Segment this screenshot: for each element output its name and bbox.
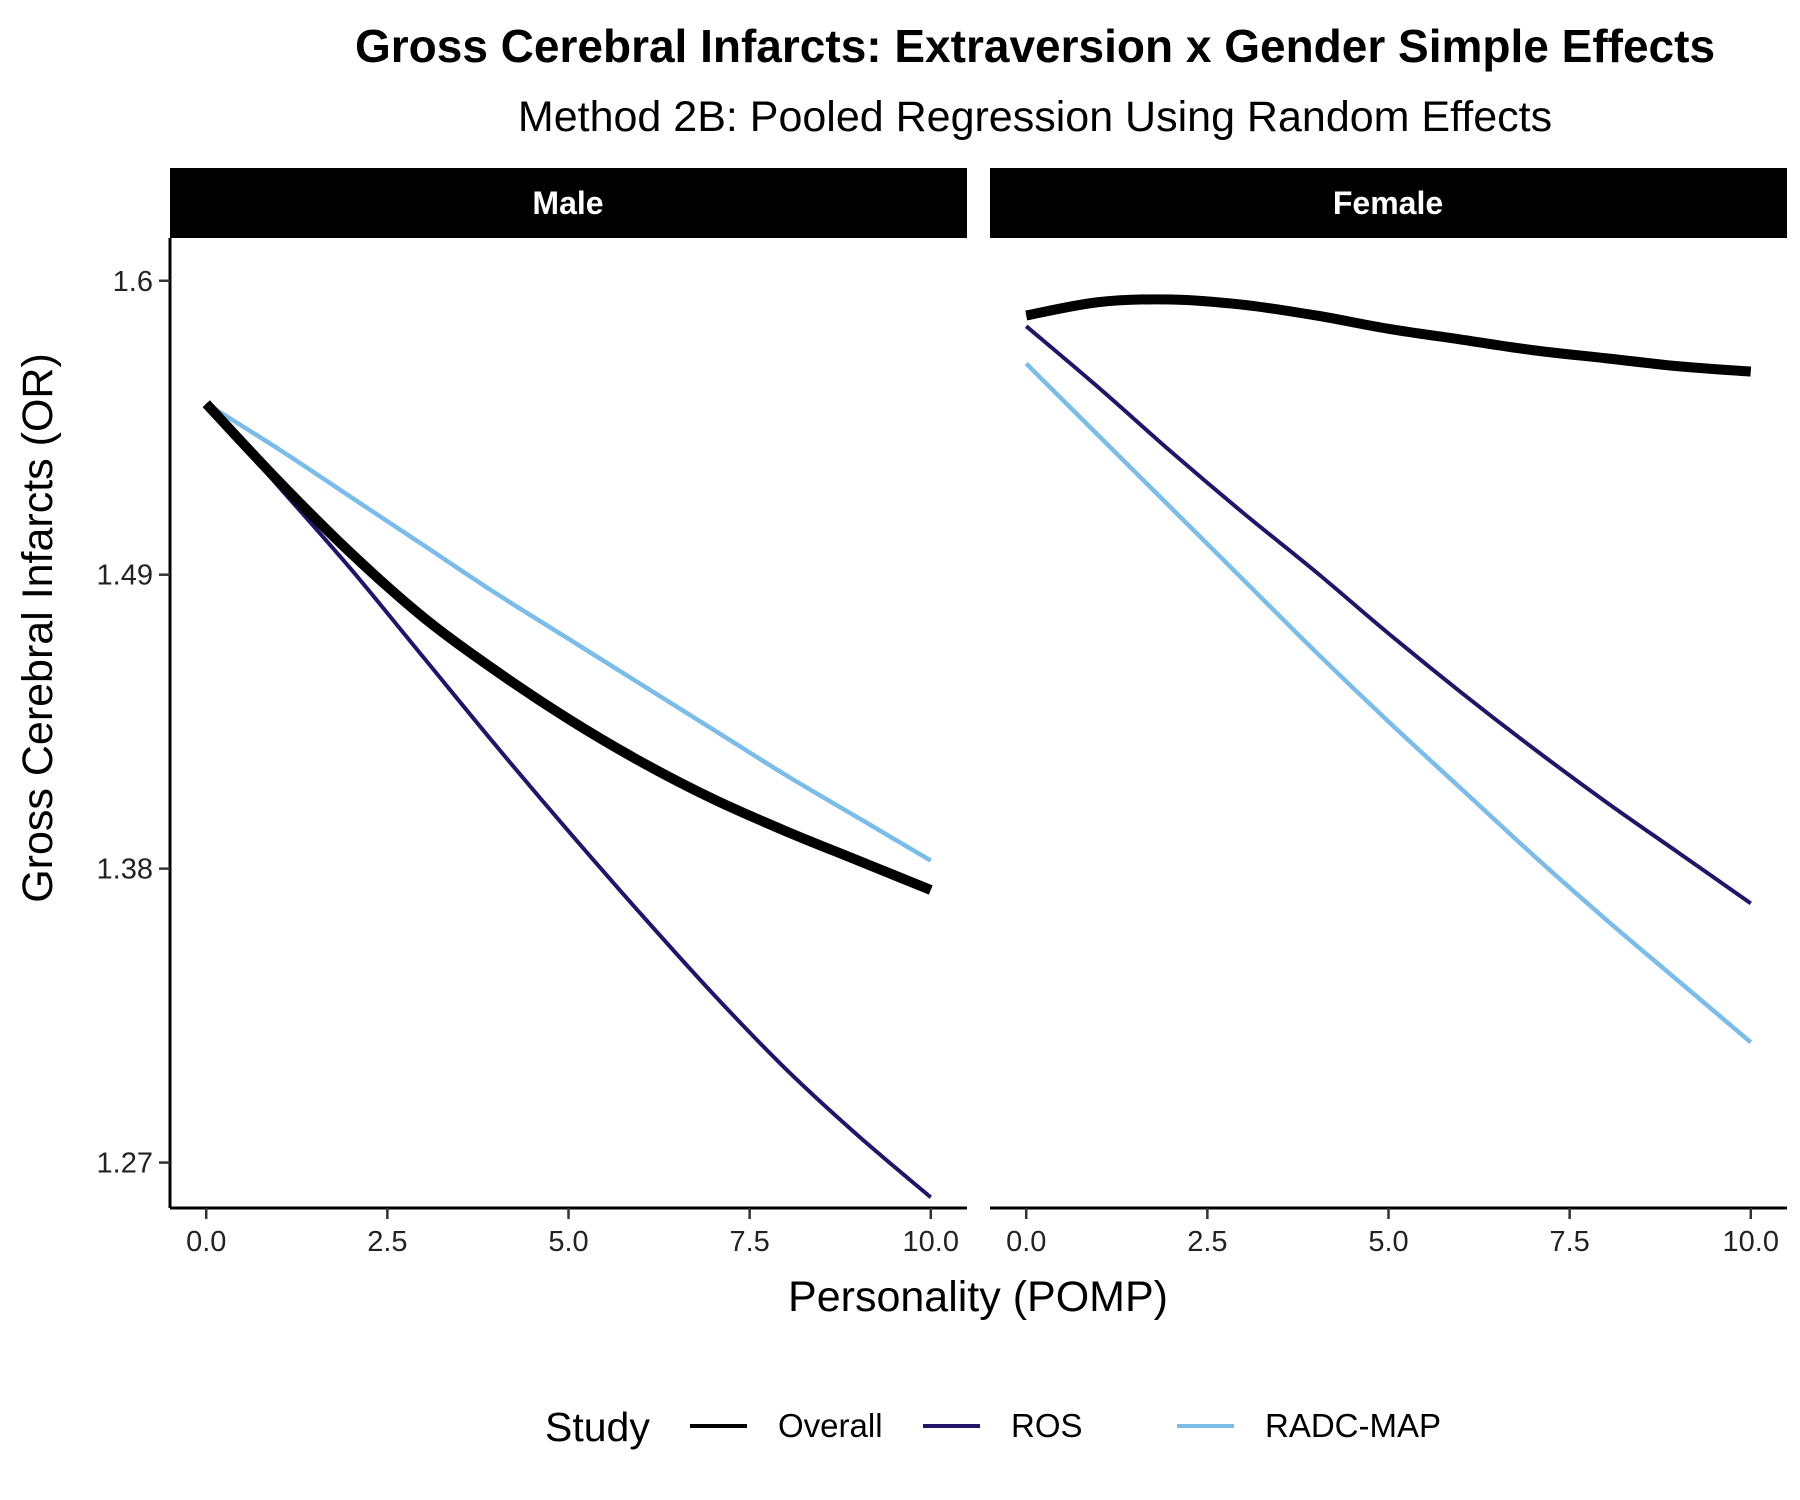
x-tick-label-male: 0.0	[186, 1226, 226, 1258]
chart-subtitle: Method 2B: Pooled Regression Using Rando…	[518, 93, 1552, 141]
series-line-radc-map-female	[1024, 361, 1753, 1045]
series-line-ros-female	[1024, 324, 1752, 906]
y-tick-label: 1.6	[113, 266, 153, 298]
legend-label-radc-map: RADC-MAP	[1265, 1407, 1441, 1444]
panel-male: Male 0.0 2.5 5.0 7.5 10.0	[170, 168, 967, 1258]
legend: Study Overall ROS RADC-MAP	[545, 1404, 1441, 1450]
x-tick-label-female: 2.5	[1187, 1226, 1227, 1258]
x-tick-label-male: 10.0	[903, 1226, 959, 1258]
strip-male-bg	[170, 168, 967, 238]
series-line-radc-map-male	[205, 401, 932, 863]
x-tick-label-female: 7.5	[1549, 1226, 1589, 1258]
series-line-ros-male	[204, 402, 933, 1199]
series-line-overall-male	[202, 400, 933, 895]
panel-female-marks: 0.0 2.5 5.0 7.5 10.0	[990, 294, 1787, 1258]
y-axis-title: Gross Cerebral Infarcts (OR)	[14, 353, 62, 903]
strip-male-label: Male	[532, 185, 603, 221]
x-tick-label-male: 5.0	[548, 1226, 588, 1258]
panel-female: Female 0.0 2.5 5.0 7.5 10.0	[990, 168, 1787, 1258]
y-axis: 1.27 1.38 1.49 1.6	[97, 238, 172, 1208]
legend-label-overall: Overall	[778, 1407, 883, 1444]
y-tick-label: 1.49	[97, 560, 153, 592]
y-tick-label: 1.38	[97, 854, 153, 886]
x-tick-label-male: 2.5	[367, 1226, 407, 1258]
y-tick-label: 1.27	[97, 1148, 153, 1180]
x-tick-label-female: 10.0	[1723, 1226, 1779, 1258]
x-tick-label-female: 0.0	[1006, 1226, 1046, 1258]
strip-female-bg	[990, 168, 1787, 238]
chart-title: Gross Cerebral Infarcts: Extraversion x …	[355, 20, 1715, 72]
strip-female-label: Female	[1333, 185, 1443, 221]
legend-label-ros: ROS	[1011, 1407, 1083, 1444]
x-tick-label-male: 7.5	[729, 1226, 769, 1258]
x-axis-title: Personality (POMP)	[788, 1273, 1168, 1321]
series-line-overall-female	[1025, 294, 1752, 377]
panel-male-marks: 0.0 2.5 5.0 7.5 10.0	[170, 400, 967, 1258]
legend-title: Study	[545, 1404, 650, 1450]
x-tick-label-female: 5.0	[1368, 1226, 1408, 1258]
